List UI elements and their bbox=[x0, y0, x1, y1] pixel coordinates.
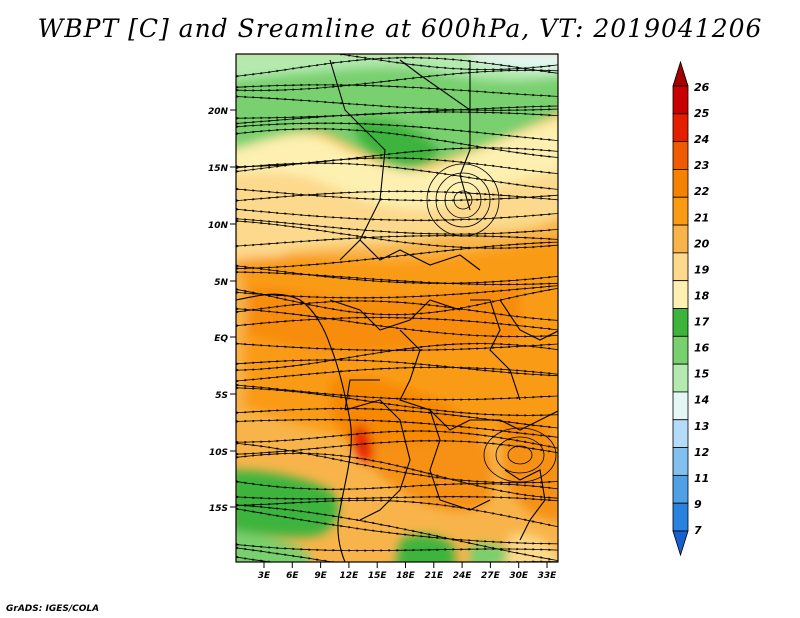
colorbar-bottom-arrow bbox=[672, 530, 689, 557]
colorbar-label: 24 bbox=[694, 133, 709, 146]
colorbar-segment bbox=[672, 169, 689, 198]
lon-label: 24E bbox=[453, 571, 473, 581]
map-frame bbox=[235, 53, 559, 563]
colorbar-segment bbox=[672, 335, 689, 365]
lon-label: 12E bbox=[340, 571, 360, 581]
colorbar-segment bbox=[672, 502, 689, 532]
lat-label: 15S bbox=[209, 504, 228, 514]
footer-credit: GrADS: IGES/COLA bbox=[6, 604, 100, 614]
streamlines bbox=[236, 54, 558, 562]
lat-label: EQ bbox=[214, 334, 228, 344]
streamline bbox=[236, 452, 558, 499]
wbpt-field bbox=[236, 54, 558, 562]
streamline bbox=[236, 495, 558, 502]
colorbar-segment bbox=[672, 474, 689, 504]
colorbar-segment bbox=[672, 196, 689, 226]
colorbar-segment bbox=[672, 419, 689, 448]
colorbar-segment bbox=[672, 85, 689, 115]
streamline bbox=[236, 110, 558, 125]
colorbar-label: 19 bbox=[694, 263, 710, 276]
colorbar-label: 21 bbox=[694, 211, 709, 224]
lon-label: 30E bbox=[509, 571, 529, 581]
streamline-vortex bbox=[444, 181, 482, 219]
streamline-vortex bbox=[453, 190, 473, 210]
latitude-axis: 20N 15N 10N 5N EQ 5S 10S 15S bbox=[208, 107, 236, 514]
colorbar-segment bbox=[672, 391, 689, 421]
colorbar-segment bbox=[672, 113, 689, 143]
lon-label: 33E bbox=[538, 571, 558, 581]
streamline-vortex bbox=[495, 436, 545, 474]
country-borders bbox=[236, 59, 558, 562]
colorbar-segment bbox=[672, 308, 689, 337]
lon-label: 27E bbox=[481, 571, 501, 581]
colorbar-label: 17 bbox=[694, 316, 710, 329]
colorbar-segment bbox=[672, 252, 689, 282]
colorbar-label: 22 bbox=[694, 185, 710, 198]
streamline bbox=[236, 83, 558, 98]
colorbar-label: 26 bbox=[694, 81, 710, 94]
lon-label: 18E bbox=[396, 571, 416, 581]
colorbar-label: 7 bbox=[694, 524, 702, 537]
streamline bbox=[236, 161, 558, 190]
streamline bbox=[236, 190, 558, 202]
lat-label: 5S bbox=[215, 391, 228, 401]
colorbar-segment bbox=[672, 363, 689, 393]
streamline bbox=[236, 316, 558, 331]
lon-label: 15E bbox=[368, 571, 388, 581]
lat-label: 10S bbox=[209, 448, 228, 458]
colorbar-label: 18 bbox=[694, 289, 710, 302]
streamline-vortex bbox=[435, 172, 491, 228]
colorbar-label: 16 bbox=[694, 342, 710, 355]
colorbar-segment bbox=[672, 447, 689, 476]
colorbar-label: 23 bbox=[694, 159, 710, 172]
streamline bbox=[236, 546, 552, 562]
colorbar-label: 13 bbox=[694, 420, 710, 433]
lat-label: 5N bbox=[214, 278, 228, 288]
lon-label: 6E bbox=[286, 571, 299, 581]
streamline-vortex bbox=[507, 445, 533, 465]
streamline bbox=[236, 480, 558, 491]
colorbar-segment bbox=[672, 224, 689, 254]
streamline-vortex bbox=[483, 427, 557, 483]
colorbar-label: 15 bbox=[694, 368, 710, 381]
streamline bbox=[236, 366, 558, 383]
colorbar: 26 25 24 23 22 21 20 19 18 17 16 15 14 13 12 11 9 7 bbox=[672, 60, 710, 557]
lat-label: 10N bbox=[208, 221, 229, 231]
lon-label: 3E bbox=[258, 571, 271, 581]
colorbar-label: 25 bbox=[694, 107, 710, 120]
colorbar-label: 11 bbox=[694, 472, 709, 485]
lat-label: 20N bbox=[208, 107, 229, 117]
chart-title: WBPT [C] and Sreamline at 600hPa, VT: 20… bbox=[37, 14, 763, 43]
lat-label: 15N bbox=[208, 164, 229, 174]
lon-label: 9E bbox=[314, 571, 327, 581]
colorbar-label: 20 bbox=[694, 237, 710, 250]
colorbar-segment bbox=[672, 141, 689, 170]
colorbar-top-arrow bbox=[672, 60, 689, 87]
colorbar-label: 12 bbox=[694, 446, 710, 459]
longitude-axis: 3E 6E 9E 12E 15E 18E 21E 24E 27E 30E 33E bbox=[258, 562, 557, 581]
streamline bbox=[236, 270, 558, 286]
streamline-vortex bbox=[426, 163, 500, 237]
colorbar-label: 9 bbox=[694, 498, 702, 511]
lon-label: 21E bbox=[424, 571, 444, 581]
colorbar-label: 14 bbox=[694, 394, 709, 407]
colorbar-segment bbox=[672, 280, 689, 309]
